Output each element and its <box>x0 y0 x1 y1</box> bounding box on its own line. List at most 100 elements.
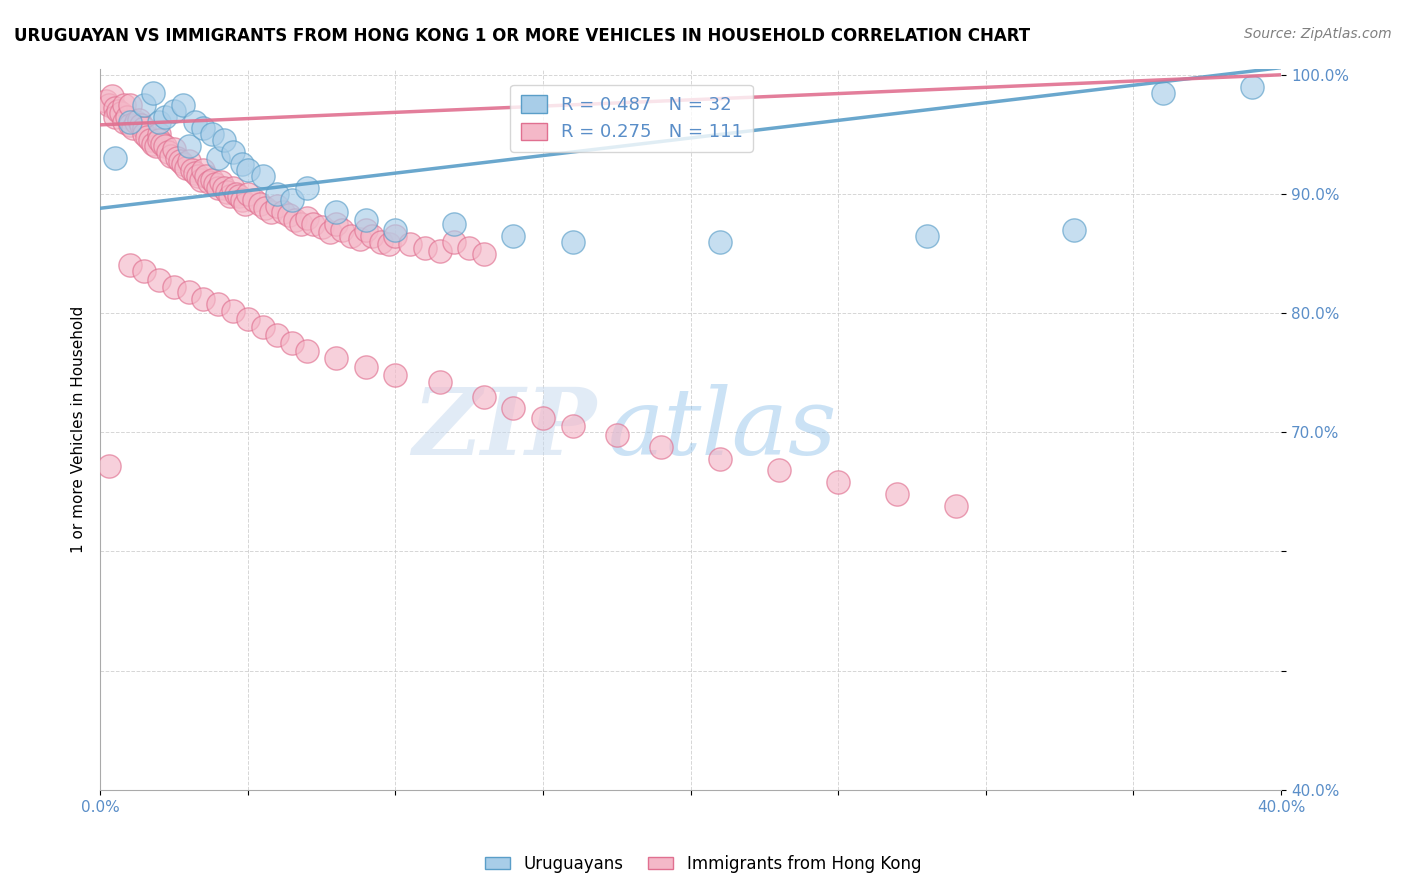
Point <box>1063 223 1085 237</box>
Point <box>1152 86 1174 100</box>
Legend: R = 0.487   N = 32, R = 0.275   N = 111: R = 0.487 N = 32, R = 0.275 N = 111 <box>510 85 752 152</box>
Point <box>325 351 347 366</box>
Point <box>472 390 495 404</box>
Point <box>399 237 422 252</box>
Text: Source: ZipAtlas.com: Source: ZipAtlas.com <box>1244 27 1392 41</box>
Point <box>148 133 170 147</box>
Point <box>166 151 188 165</box>
Point <box>378 237 401 252</box>
Point <box>340 228 363 243</box>
Point <box>187 169 209 183</box>
Point <box>177 285 200 299</box>
Point <box>134 128 156 142</box>
Point <box>212 181 235 195</box>
Point <box>325 217 347 231</box>
Point <box>94 94 117 108</box>
Point <box>148 273 170 287</box>
Point <box>319 225 342 239</box>
Point <box>458 241 481 255</box>
Point <box>354 223 377 237</box>
Point <box>231 193 253 207</box>
Point <box>107 103 129 118</box>
Point <box>198 175 221 189</box>
Point <box>290 217 312 231</box>
Point <box>136 129 159 144</box>
Point <box>150 136 173 151</box>
Point <box>384 368 406 383</box>
Point <box>134 97 156 112</box>
Point <box>148 128 170 142</box>
Point <box>295 211 318 225</box>
Point <box>121 121 143 136</box>
Point <box>219 189 242 203</box>
Point <box>827 475 849 490</box>
Point <box>281 193 304 207</box>
Y-axis label: 1 or more Vehicles in Household: 1 or more Vehicles in Household <box>72 306 86 553</box>
Point <box>236 312 259 326</box>
Point <box>207 181 229 195</box>
Point <box>233 196 256 211</box>
Legend: Uruguayans, Immigrants from Hong Kong: Uruguayans, Immigrants from Hong Kong <box>478 848 928 880</box>
Point <box>193 163 215 178</box>
Point <box>142 136 165 151</box>
Point <box>98 97 121 112</box>
Point <box>112 115 135 129</box>
Point <box>148 115 170 129</box>
Point <box>134 121 156 136</box>
Point <box>217 185 239 199</box>
Point <box>349 232 371 246</box>
Point <box>236 186 259 201</box>
Point <box>284 213 307 227</box>
Point <box>606 427 628 442</box>
Point <box>134 264 156 278</box>
Point <box>177 139 200 153</box>
Point <box>177 153 200 168</box>
Point <box>472 246 495 260</box>
Point <box>172 97 194 112</box>
Point <box>157 145 180 160</box>
Point <box>110 106 132 120</box>
Point <box>163 103 186 118</box>
Point <box>160 149 183 163</box>
Point <box>104 151 127 165</box>
Point <box>180 163 202 178</box>
Point <box>354 359 377 374</box>
Point <box>278 209 301 223</box>
Point <box>193 292 215 306</box>
Point <box>325 205 347 219</box>
Point <box>531 411 554 425</box>
Point <box>112 97 135 112</box>
Point <box>118 115 141 129</box>
Point <box>101 89 124 103</box>
Point <box>384 228 406 243</box>
Point <box>271 205 294 219</box>
Point <box>295 181 318 195</box>
Point <box>172 157 194 171</box>
Point <box>915 228 938 243</box>
Point <box>174 161 197 175</box>
Point <box>429 244 451 259</box>
Point <box>145 139 167 153</box>
Point <box>115 110 138 124</box>
Point <box>183 165 205 179</box>
Point <box>330 223 353 237</box>
Point <box>163 142 186 156</box>
Point <box>163 280 186 294</box>
Point <box>354 213 377 227</box>
Point <box>207 296 229 310</box>
Point <box>260 205 283 219</box>
Point <box>98 458 121 473</box>
Point <box>139 133 162 147</box>
Point <box>183 115 205 129</box>
Point <box>311 220 333 235</box>
Point <box>768 463 790 477</box>
Point <box>236 163 259 178</box>
Point <box>249 196 271 211</box>
Point <box>193 121 215 136</box>
Point <box>252 169 274 183</box>
Point <box>118 118 141 132</box>
Point <box>443 217 465 231</box>
Point <box>169 153 191 168</box>
Point <box>118 97 141 112</box>
Point <box>204 178 226 192</box>
